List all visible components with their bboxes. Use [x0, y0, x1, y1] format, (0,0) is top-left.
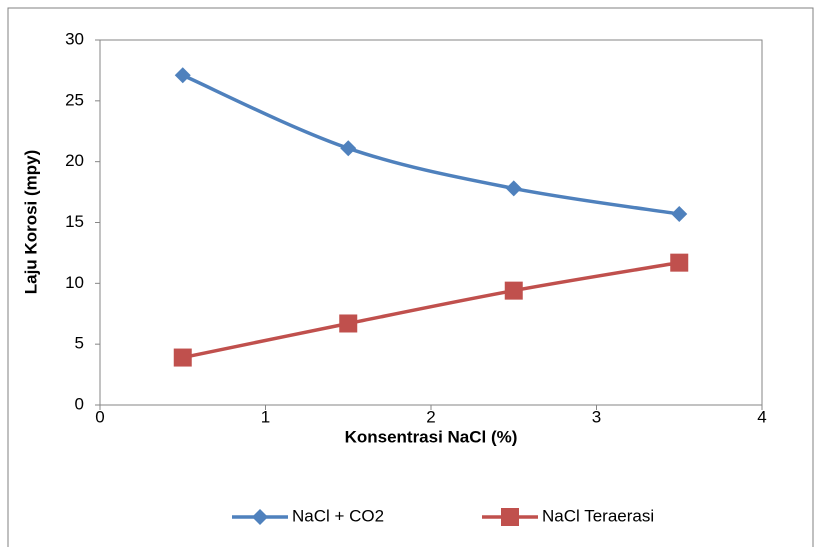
legend-marker [501, 508, 519, 526]
y-tick-label: 25 [65, 90, 84, 109]
data-point [505, 282, 523, 300]
x-tick-label: 4 [757, 407, 766, 426]
data-point [340, 140, 356, 156]
series-line [183, 263, 680, 358]
chart-border [8, 8, 813, 547]
y-tick-label: 30 [65, 29, 84, 48]
legend-label: NaCl + CO2 [292, 506, 384, 525]
data-point [175, 67, 191, 83]
plot-area [100, 40, 762, 405]
x-tick-label: 0 [95, 407, 104, 426]
chart: Konsentrasi NaCl (%) Laju Korosi (mpy) 0… [0, 0, 821, 547]
legend-marker [252, 509, 268, 525]
x-tick-label: 2 [426, 407, 435, 426]
x-axis-title: Konsentrasi NaCl (%) [345, 427, 518, 446]
data-point [339, 314, 357, 332]
y-tick-label: 10 [65, 273, 84, 292]
x-tick-label: 3 [592, 407, 601, 426]
y-tick-label: 15 [65, 212, 84, 231]
x-tick-label: 1 [261, 407, 270, 426]
data-point [174, 349, 192, 367]
legend-label: NaCl Teraerasi [542, 506, 654, 525]
series-line [183, 75, 680, 214]
data-point [670, 254, 688, 272]
data-point [671, 206, 687, 222]
y-axis-title: Laju Korosi (mpy) [21, 150, 40, 295]
y-tick-label: 20 [65, 151, 84, 170]
data-point [506, 180, 522, 196]
y-tick-label: 5 [75, 334, 84, 353]
y-tick-label: 0 [75, 394, 84, 413]
